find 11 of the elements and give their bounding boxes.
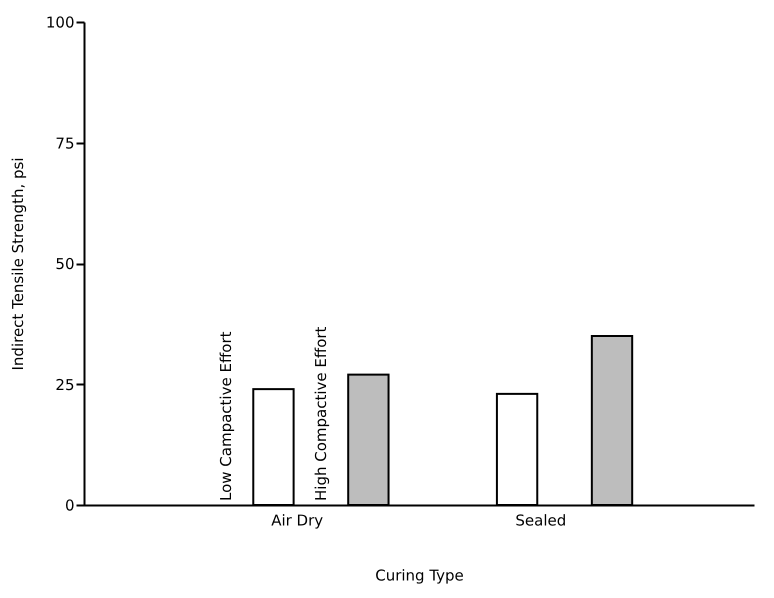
x-axis-title: Curing Type: [375, 566, 464, 584]
y-tick-label: 75: [55, 134, 74, 152]
text: High Compactive Effort: [312, 326, 330, 501]
y-axis-title: Indirect Tensile Strength, psi: [8, 157, 27, 371]
text: Low Campactive Effort: [216, 331, 235, 501]
x-tick-label: Sealed: [515, 512, 566, 530]
y-tick-label: 25: [55, 376, 74, 394]
y-tick-label: 50: [55, 255, 74, 273]
x-tick-label: Air Dry: [271, 512, 324, 530]
y-tick-label: 100: [46, 14, 74, 32]
y-tick-label: 0: [64, 496, 74, 514]
